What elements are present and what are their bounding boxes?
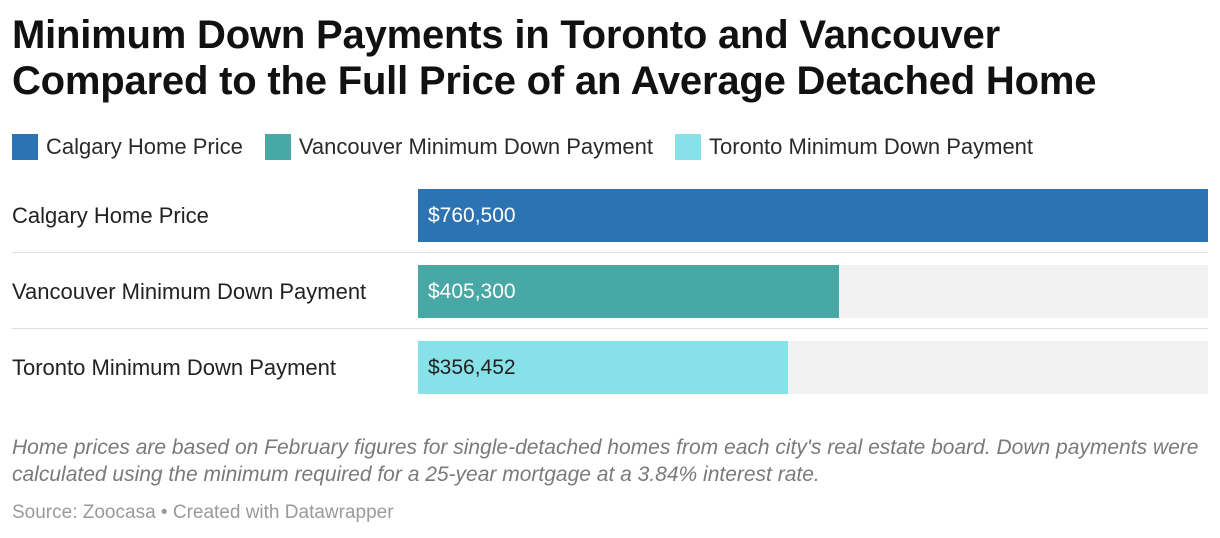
legend-label: Calgary Home Price (46, 134, 243, 159)
chart-legend: Calgary Home Price Vancouver Minimum Down… (12, 132, 1055, 162)
bar-track: $405,300 (418, 265, 1208, 318)
category-label: Vancouver Minimum Down Payment (12, 279, 367, 304)
category-label: Calgary Home Price (12, 203, 209, 228)
bar-value-label: $405,300 (428, 280, 516, 303)
bar-row: Toronto Minimum Down Payment $356,452 (12, 330, 1208, 406)
bar-value-label: $356,452 (428, 356, 516, 379)
chart-title: Minimum Down Payments in Toronto and Van… (12, 13, 1097, 103)
bar-track: $760,500 (418, 189, 1208, 242)
legend-item: Calgary Home Price (12, 134, 243, 160)
legend-label: Toronto Minimum Down Payment (709, 134, 1034, 159)
bar (418, 189, 1208, 242)
category-label: Toronto Minimum Down Payment (12, 355, 337, 380)
legend-swatch (12, 134, 38, 160)
row-divider (12, 252, 1208, 253)
legend-item: Toronto Minimum Down Payment (675, 134, 1033, 160)
bar-row: Vancouver Minimum Down Payment $405,300 (12, 254, 1208, 330)
bar (418, 341, 788, 394)
legend-label: Vancouver Minimum Down Payment (298, 134, 654, 159)
legend-swatch (264, 134, 291, 160)
legend-item: Vancouver Minimum Down Payment (264, 134, 654, 160)
row-divider (12, 328, 1208, 329)
bar-track: $356,452 (418, 341, 1208, 394)
chart-source: Source: Zoocasa • Created with Datawrapp… (12, 502, 394, 523)
legend-swatch (675, 134, 702, 160)
chart-notes: Home prices are based on February figure… (12, 436, 1199, 486)
bar (418, 265, 839, 318)
bar-value-label: $760,500 (428, 204, 516, 227)
bar-row: Calgary Home Price $760,500 (12, 178, 1208, 254)
